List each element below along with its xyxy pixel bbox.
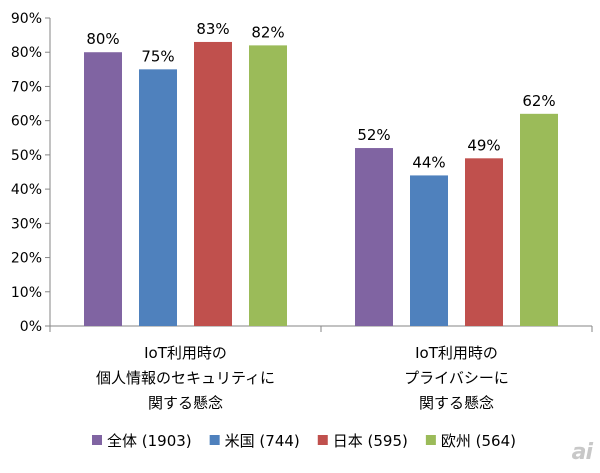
data-label: 82% — [251, 23, 284, 41]
legend-label: 全体 (1903) — [107, 432, 192, 450]
data-label: 44% — [412, 153, 445, 171]
category-label: IoT利用時の — [144, 344, 227, 362]
bar — [520, 113, 558, 326]
legend-label: 欧州 (564) — [441, 432, 516, 450]
category-label: IoT利用時の — [415, 344, 498, 362]
bar — [194, 41, 232, 326]
category-label: 個人情報のセキュリティに — [96, 369, 275, 387]
legend-swatch — [425, 435, 436, 445]
legend-swatch — [317, 435, 328, 445]
y-tick-label: 20% — [11, 251, 42, 267]
data-label: 75% — [141, 47, 174, 65]
bar — [84, 52, 122, 326]
legend-label: 日本 (595) — [333, 432, 408, 450]
bar — [249, 45, 287, 326]
bar — [465, 158, 503, 326]
bar — [410, 175, 448, 326]
y-tick-label: 0% — [20, 319, 42, 335]
category-label: プライバシーに — [404, 369, 509, 387]
category-label: 関する懸念 — [419, 394, 494, 412]
data-label: 80% — [86, 30, 119, 48]
y-tick-label: 80% — [11, 45, 42, 61]
category-label: 関する懸念 — [148, 394, 223, 412]
y-tick-label: 40% — [11, 182, 42, 198]
legend-label: 米国 (744) — [225, 432, 300, 450]
data-label: 52% — [357, 126, 390, 144]
data-label: 62% — [522, 92, 555, 110]
legend-swatch — [92, 435, 102, 445]
data-label: 49% — [467, 136, 500, 154]
bar — [355, 148, 393, 326]
y-tick-label: 70% — [11, 79, 42, 95]
y-tick-label: 60% — [11, 114, 42, 130]
y-tick-label: 30% — [11, 216, 42, 232]
data-label: 83% — [196, 20, 229, 38]
y-tick-label: 50% — [11, 148, 42, 164]
legend-swatch — [209, 435, 220, 445]
bar — [139, 69, 177, 326]
y-tick-label: 90% — [11, 11, 42, 27]
watermark-logo: ai — [571, 440, 593, 465]
y-tick-label: 10% — [11, 285, 42, 301]
